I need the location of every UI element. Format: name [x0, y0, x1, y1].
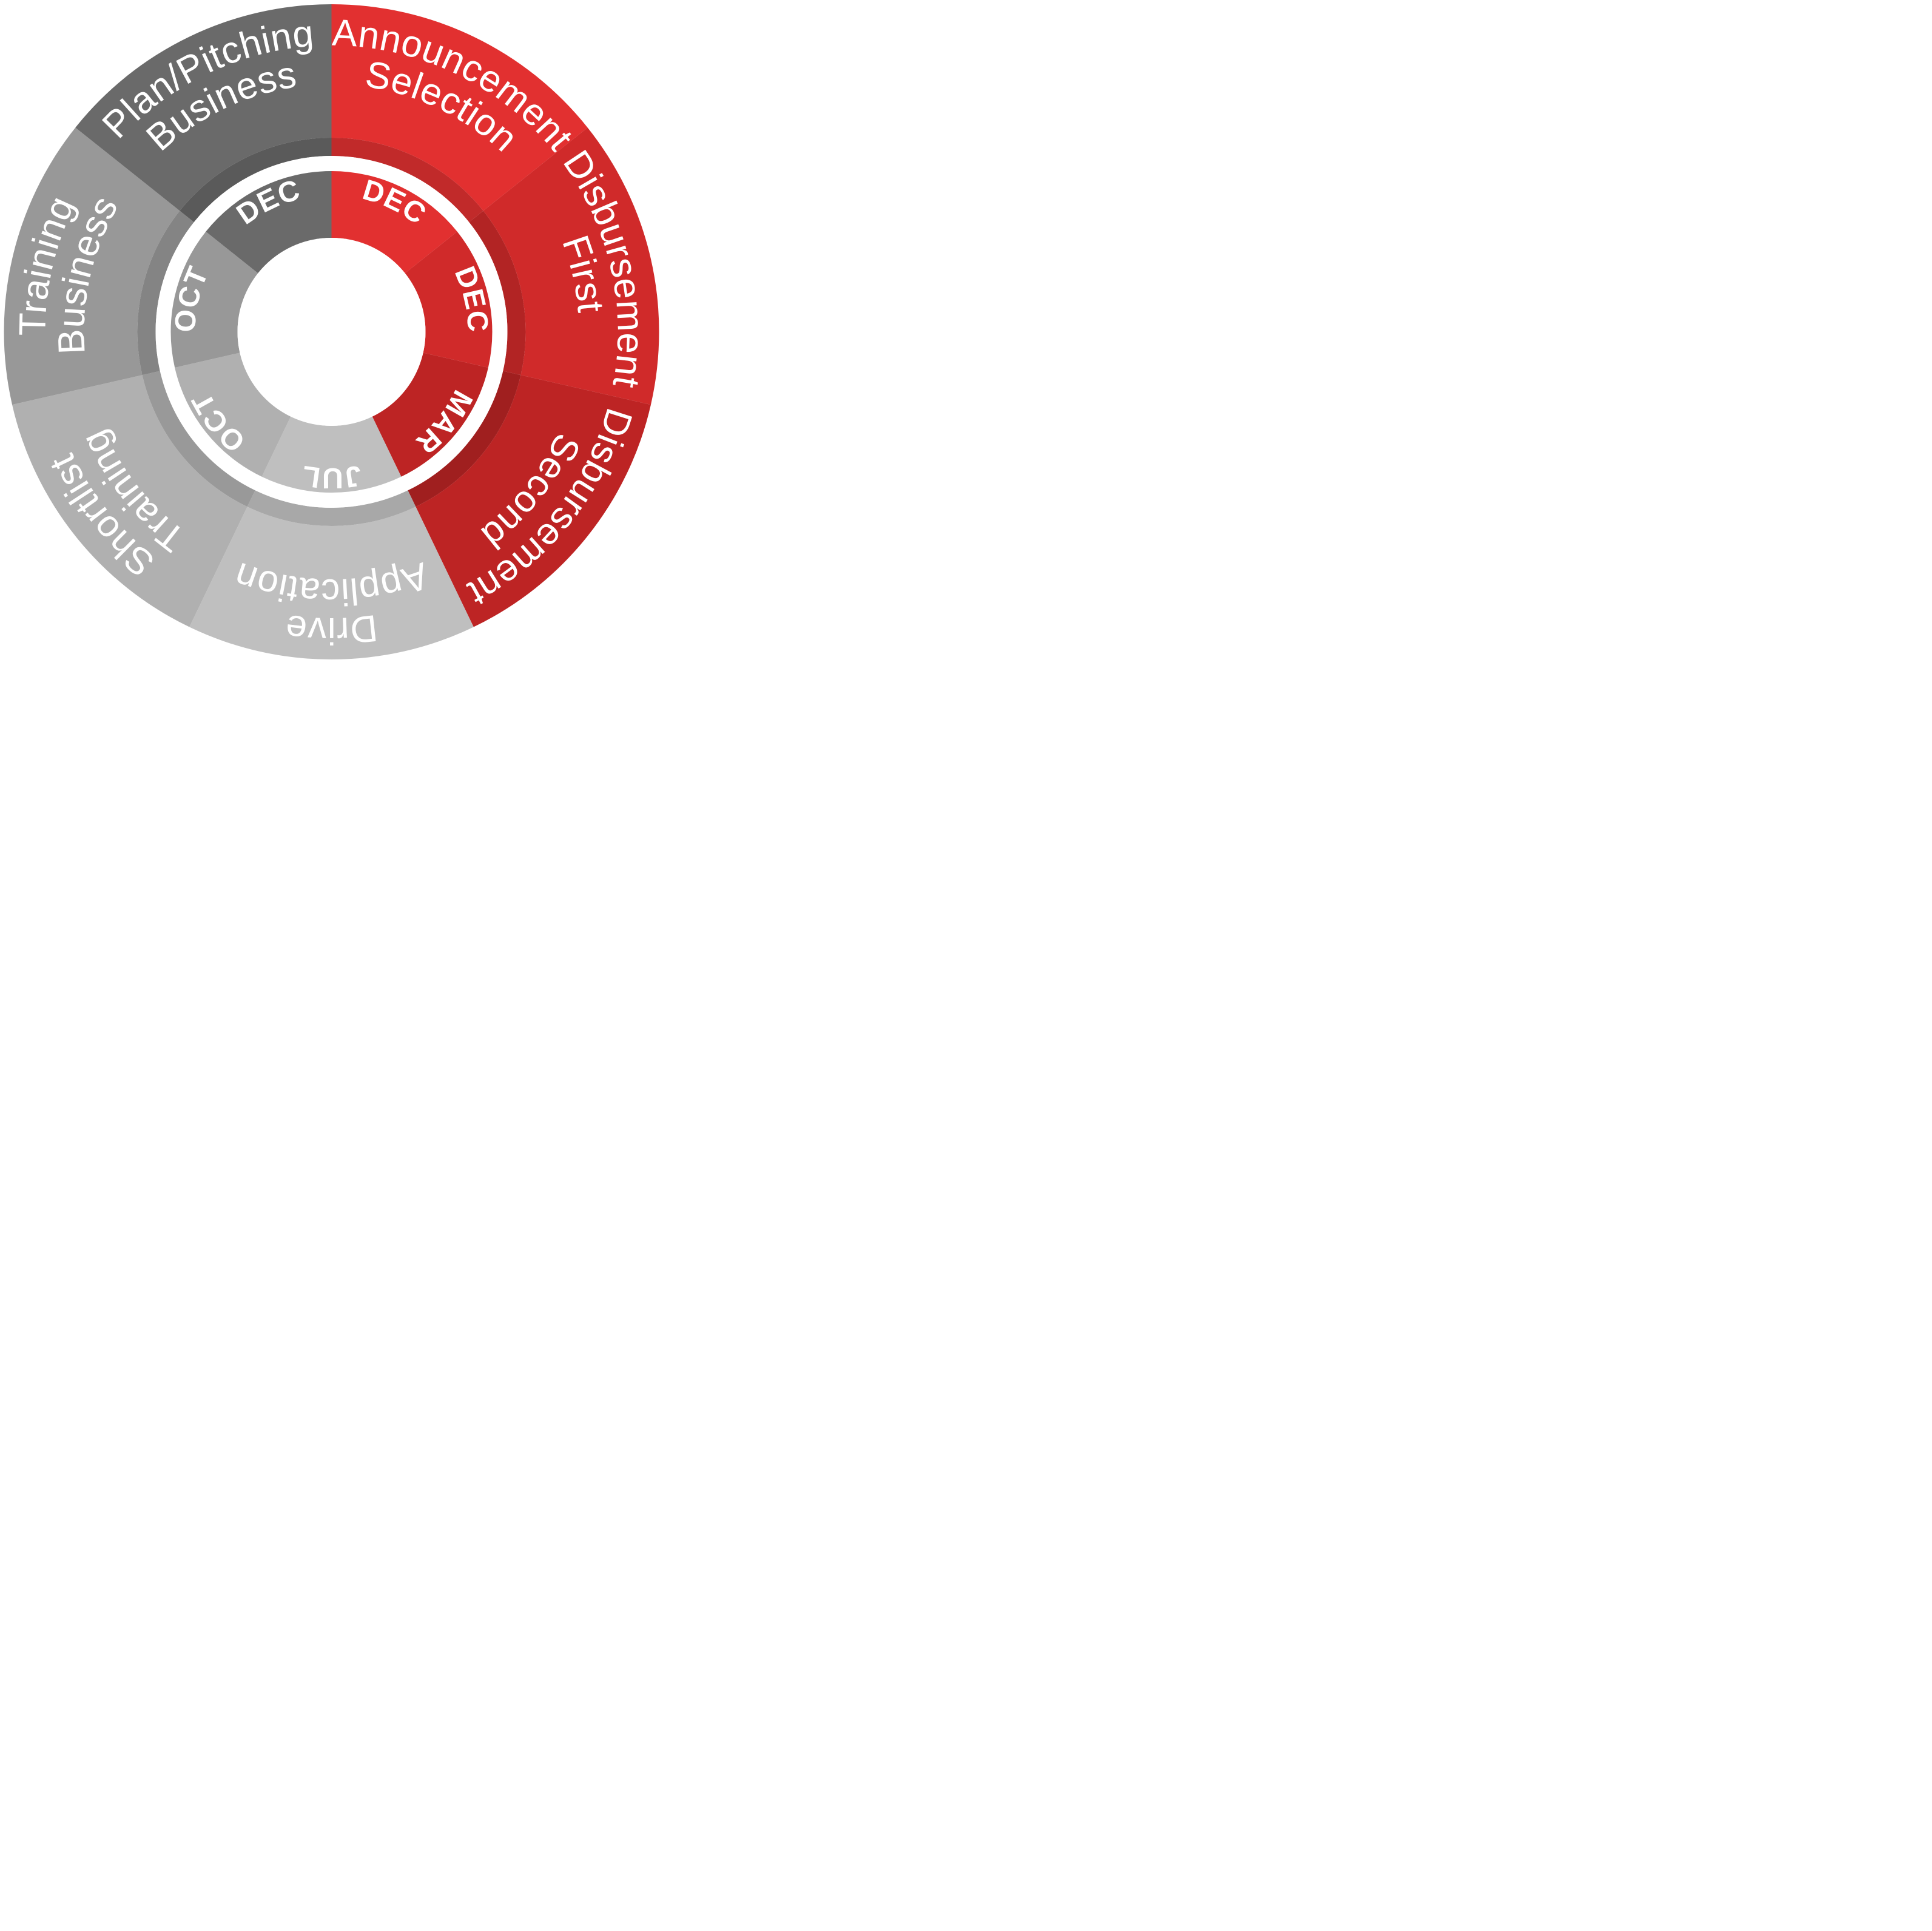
radial-timeline-chart: SelectionAnnouncementFirstDisbursementSe… — [0, 0, 1932, 664]
month-label-3: JUL — [300, 459, 363, 494]
outer-label-3-line2: Drive — [283, 607, 380, 652]
chart-svg: SelectionAnnouncementFirstDisbursementSe… — [0, 0, 663, 664]
center-hole — [238, 238, 426, 426]
